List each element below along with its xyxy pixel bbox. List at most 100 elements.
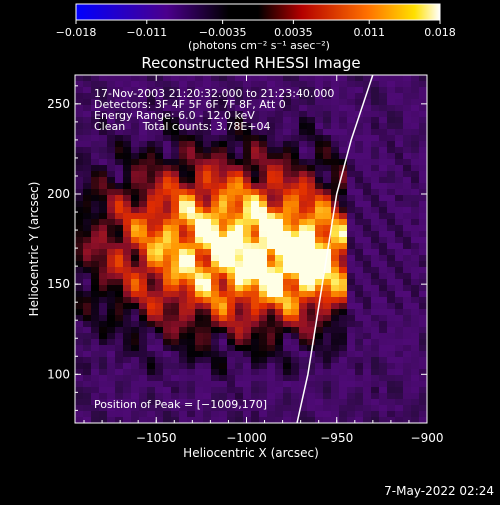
heatmap-cell bbox=[227, 225, 235, 231]
heatmap-cell bbox=[291, 165, 299, 171]
heatmap-cell bbox=[75, 99, 83, 105]
heatmap-cell bbox=[331, 393, 339, 399]
heatmap-cell bbox=[323, 375, 331, 381]
heatmap-cell bbox=[211, 357, 219, 363]
heatmap-cell bbox=[83, 309, 91, 315]
heatmap-cell bbox=[147, 111, 155, 117]
heatmap-cell bbox=[195, 123, 203, 129]
heatmap-cell bbox=[211, 123, 219, 129]
heatmap-cell bbox=[371, 267, 379, 273]
heatmap-cell bbox=[195, 411, 203, 417]
heatmap-cell bbox=[299, 231, 307, 237]
heatmap-cell bbox=[275, 171, 283, 177]
heatmap-cell bbox=[171, 411, 179, 417]
heatmap-cell bbox=[275, 363, 283, 369]
heatmap-cell bbox=[347, 231, 355, 237]
heatmap-cell bbox=[395, 243, 403, 249]
heatmap-cell bbox=[235, 153, 243, 159]
heatmap-cell bbox=[355, 135, 363, 141]
heatmap-cell bbox=[83, 273, 91, 279]
heatmap-cell bbox=[411, 411, 419, 417]
heatmap-cell bbox=[347, 327, 355, 333]
heatmap-cell bbox=[91, 255, 99, 261]
heatmap-cell bbox=[251, 201, 259, 207]
heatmap-cell bbox=[323, 411, 331, 417]
heatmap-cell bbox=[363, 99, 371, 105]
heatmap-cell bbox=[235, 117, 243, 123]
heatmap-cell bbox=[115, 297, 123, 303]
heatmap-cell bbox=[299, 387, 307, 393]
heatmap-cell bbox=[115, 93, 123, 99]
heatmap-cell bbox=[195, 363, 203, 369]
heatmap-cell bbox=[203, 219, 211, 225]
heatmap-cell bbox=[163, 291, 171, 297]
heatmap-cell bbox=[179, 87, 187, 93]
heatmap-cell bbox=[227, 171, 235, 177]
heatmap-cell bbox=[195, 303, 203, 309]
heatmap-cell bbox=[331, 105, 339, 111]
heatmap-cell bbox=[331, 399, 339, 405]
heatmap-cell bbox=[203, 231, 211, 237]
heatmap-cell bbox=[243, 177, 251, 183]
heatmap-cell bbox=[115, 345, 123, 351]
heatmap-cell bbox=[171, 201, 179, 207]
heatmap-cell bbox=[99, 249, 107, 255]
heatmap-cell bbox=[91, 165, 99, 171]
heatmap-cell bbox=[211, 219, 219, 225]
heatmap-cell bbox=[339, 333, 347, 339]
heatmap-cell bbox=[179, 315, 187, 321]
heatmap-cell bbox=[227, 327, 235, 333]
heatmap-cell bbox=[355, 249, 363, 255]
heatmap-cell bbox=[219, 339, 227, 345]
heatmap-cell bbox=[211, 99, 219, 105]
heatmap-cell bbox=[411, 171, 419, 177]
heatmap-cell bbox=[147, 303, 155, 309]
heatmap-cell bbox=[107, 237, 115, 243]
heatmap-cell bbox=[203, 261, 211, 267]
heatmap-cell bbox=[99, 183, 107, 189]
heatmap-cell bbox=[283, 261, 291, 267]
heatmap-cell bbox=[203, 327, 211, 333]
heatmap-cell bbox=[211, 351, 219, 357]
heatmap-cell bbox=[235, 177, 243, 183]
heatmap-cell bbox=[147, 123, 155, 129]
heatmap-cell bbox=[75, 87, 83, 93]
heatmap-cell bbox=[155, 237, 163, 243]
heatmap-cell bbox=[339, 411, 347, 417]
heatmap-cell bbox=[211, 159, 219, 165]
heatmap-cell bbox=[179, 141, 187, 147]
heatmap-cell bbox=[107, 165, 115, 171]
heatmap-cell bbox=[147, 117, 155, 123]
heatmap-cell bbox=[83, 75, 91, 81]
heatmap-cell bbox=[379, 351, 387, 357]
heatmap-cell bbox=[315, 255, 323, 261]
heatmap-cell bbox=[403, 171, 411, 177]
heatmap-cell bbox=[355, 417, 363, 423]
heatmap-cell bbox=[395, 153, 403, 159]
heatmap-cell bbox=[155, 309, 163, 315]
heatmap-cell bbox=[355, 225, 363, 231]
heatmap-cell bbox=[187, 165, 195, 171]
heatmap-cell bbox=[307, 111, 315, 117]
heatmap-cell bbox=[291, 189, 299, 195]
heatmap-cell bbox=[243, 165, 251, 171]
heatmap-cell bbox=[387, 213, 395, 219]
heatmap-cell bbox=[195, 273, 203, 279]
heatmap-cell bbox=[107, 339, 115, 345]
heatmap-cell bbox=[355, 189, 363, 195]
heatmap-cell bbox=[371, 81, 379, 87]
heatmap-cell bbox=[187, 207, 195, 213]
heatmap-cell bbox=[299, 201, 307, 207]
heatmap-cell bbox=[291, 183, 299, 189]
heatmap-cell bbox=[99, 93, 107, 99]
heatmap-cell bbox=[339, 369, 347, 375]
heatmap-cell bbox=[387, 285, 395, 291]
heatmap-cell bbox=[323, 87, 331, 93]
heatmap-cell bbox=[219, 321, 227, 327]
heatmap-cell bbox=[259, 279, 267, 285]
heatmap-cell bbox=[291, 159, 299, 165]
heatmap-cell bbox=[227, 153, 235, 159]
heatmap-cell bbox=[147, 93, 155, 99]
heatmap-cell bbox=[339, 351, 347, 357]
heatmap-cell bbox=[155, 327, 163, 333]
